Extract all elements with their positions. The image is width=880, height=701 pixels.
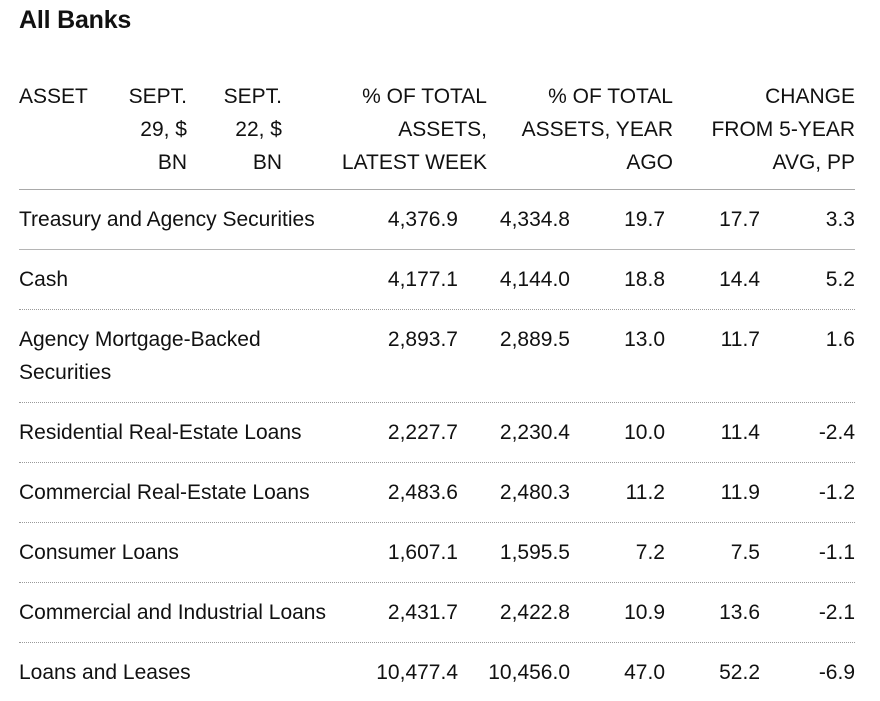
cell-asset: Commercial Real-Estate Loans	[19, 481, 310, 504]
table-title: All Banks	[19, 6, 132, 34]
cell-change: 5.2	[825, 268, 855, 291]
cell-pct-year-ago: 11.4	[720, 421, 760, 444]
header-sept22-line2: 22, $	[235, 118, 282, 141]
header-change-line2: FROM 5-YEAR	[711, 118, 855, 141]
header-pct-latest-line1: % OF TOTAL	[362, 85, 487, 108]
cell-change: -1.2	[818, 481, 855, 504]
cell-asset: Consumer Loans	[19, 541, 179, 564]
cell-change: -2.4	[818, 421, 855, 444]
cell-asset: Loans and Leases	[19, 661, 191, 684]
header-sept29: SEPT. 29, $ BN	[110, 80, 187, 179]
cell-sept29: 4,177.1	[387, 268, 458, 291]
cell-pct-latest: 7.2	[635, 541, 665, 564]
cell-asset: Commercial and Industrial Loans	[19, 601, 326, 624]
row-divider	[19, 249, 855, 250]
cell-asset: Cash	[19, 268, 69, 291]
row-divider	[19, 402, 855, 403]
header-sept29-line1: SEPT.	[128, 85, 187, 108]
cell-sept22: 2,889.5	[499, 328, 570, 351]
row-divider	[19, 462, 855, 463]
cell-pct-year-ago: 14.4	[719, 268, 760, 291]
cell-change: -6.9	[818, 661, 855, 684]
cell-pct-latest: 19.7	[624, 208, 665, 231]
header-pct-year-ago-line1: % OF TOTAL	[548, 85, 673, 108]
header-asset: ASSET	[19, 80, 88, 113]
cell-sept22: 1,595.5	[499, 541, 570, 564]
header-sept22-line1: SEPT.	[223, 85, 282, 108]
row-divider	[19, 582, 855, 583]
cell-pct-year-ago: 52.2	[719, 661, 760, 684]
cell-pct-year-ago: 11.7	[720, 328, 760, 351]
cell-pct-year-ago: 11.9	[720, 481, 760, 504]
header-change-line1: CHANGE	[765, 85, 855, 108]
cell-change: 3.3	[825, 208, 855, 231]
header-pct-year-ago: % OF TOTAL ASSETS, YEAR AGO	[500, 80, 673, 179]
cell-sept29: 1,607.1	[387, 541, 458, 564]
cell-sept29: 2,483.6	[387, 481, 458, 504]
cell-pct-latest: 47.0	[624, 661, 665, 684]
header-sept29-line2: 29, $	[140, 118, 187, 141]
cell-sept22: 2,422.8	[499, 601, 570, 624]
cell-change: -2.1	[818, 601, 855, 624]
header-pct-year-ago-line3: AGO	[626, 151, 673, 174]
row-divider	[19, 522, 855, 523]
header-sept22-line3: BN	[252, 151, 282, 174]
cell-sept29: 4,376.9	[387, 208, 458, 231]
cell-sept22: 10,456.0	[488, 661, 570, 684]
cell-sept22: 4,144.0	[499, 268, 570, 291]
cell-pct-year-ago: 13.6	[719, 601, 760, 624]
header-sept22: SEPT. 22, $ BN	[205, 80, 282, 179]
cell-change: 1.6	[825, 328, 855, 351]
cell-asset: Agency Mortgage-Backed Securities	[19, 328, 261, 384]
cell-sept29: 10,477.4	[376, 661, 458, 684]
header-pct-latest: % OF TOTAL ASSETS, LATEST WEEK	[300, 80, 487, 179]
header-change-line3: AVG, PP	[772, 151, 855, 174]
header-pct-latest-line2: ASSETS,	[398, 118, 487, 141]
row-divider	[19, 642, 855, 643]
cell-change: -1.1	[818, 541, 855, 564]
cell-sept22: 2,480.3	[499, 481, 570, 504]
cell-sept29: 2,893.7	[387, 328, 458, 351]
cell-sept22: 4,334.8	[499, 208, 570, 231]
cell-pct-latest: 10.0	[624, 421, 665, 444]
header-change: CHANGE FROM 5-YEAR AVG, PP	[690, 80, 855, 179]
cell-pct-latest: 18.8	[624, 268, 665, 291]
cell-asset: Treasury and Agency Securities	[19, 208, 315, 231]
cell-sept29: 2,431.7	[387, 601, 458, 624]
cell-sept22: 2,230.4	[499, 421, 570, 444]
cell-sept29: 2,227.7	[387, 421, 458, 444]
header-sept29-line3: BN	[157, 151, 187, 174]
header-asset-line: ASSET	[19, 85, 88, 108]
row-divider	[19, 309, 855, 310]
cell-pct-latest: 10.9	[624, 601, 665, 624]
cell-asset: Residential Real-Estate Loans	[19, 421, 302, 444]
cell-pct-year-ago: 7.5	[730, 541, 760, 564]
header-pct-year-ago-line2: ASSETS, YEAR	[521, 118, 673, 141]
cell-pct-year-ago: 17.7	[719, 208, 760, 231]
cell-pct-latest: 13.0	[624, 328, 665, 351]
header-pct-latest-line3: LATEST WEEK	[341, 151, 487, 174]
cell-pct-latest: 11.2	[625, 481, 665, 504]
header-divider	[19, 189, 855, 190]
